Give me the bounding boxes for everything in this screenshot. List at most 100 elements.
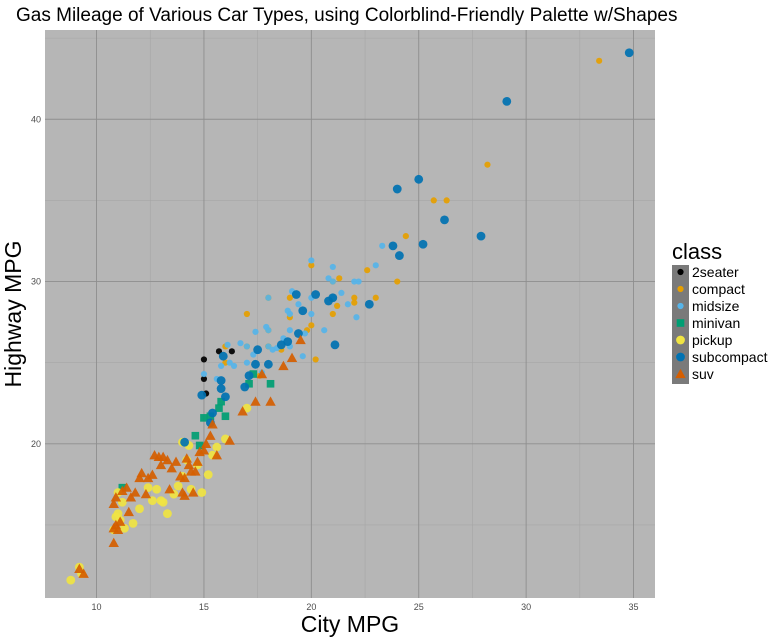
legend-item-2seater: 2seater (677, 264, 739, 280)
data-point (140, 488, 152, 499)
series-subcompact (180, 48, 634, 447)
data-point (338, 289, 345, 297)
legend-label: subcompact (692, 349, 768, 365)
data-point (163, 509, 172, 519)
data-point (372, 294, 379, 301)
data-point (191, 431, 200, 440)
data-point (152, 484, 162, 494)
x-tick-label: 20 (306, 602, 316, 612)
y-tick-label: 40 (31, 114, 41, 124)
legend-marker (676, 352, 685, 362)
data-point (226, 359, 233, 366)
legend-label: pickup (692, 332, 733, 348)
data-point (402, 233, 409, 240)
data-point (123, 506, 134, 517)
data-point (108, 537, 119, 547)
data-point (228, 348, 235, 355)
data-point (440, 215, 449, 225)
legend-label: midsize (692, 298, 740, 314)
legend-label: minivan (692, 315, 740, 331)
data-point (308, 257, 315, 264)
x-tick-label: 35 (629, 602, 639, 612)
data-point (114, 516, 126, 526)
data-point (215, 404, 223, 412)
data-point (112, 524, 124, 534)
data-point (111, 512, 121, 522)
data-point (156, 496, 166, 506)
data-point (200, 375, 208, 383)
data-point (188, 487, 199, 497)
data-point (251, 359, 260, 369)
data-point (295, 301, 302, 308)
data-point (276, 340, 286, 350)
data-point (166, 462, 177, 473)
data-point (108, 498, 119, 509)
data-point (221, 412, 230, 421)
data-point (200, 370, 208, 378)
data-point (388, 241, 398, 251)
data-point (311, 290, 321, 299)
data-point (170, 456, 182, 466)
data-point (395, 251, 404, 260)
data-point (372, 262, 379, 269)
data-point (237, 406, 248, 416)
data-point (197, 488, 207, 497)
data-point (147, 496, 157, 506)
data-point (624, 48, 634, 58)
data-point (308, 262, 315, 269)
data-point (200, 438, 212, 448)
data-point (284, 307, 291, 314)
data-point (155, 459, 167, 470)
gridlines (45, 30, 655, 598)
legend-marker (675, 368, 686, 379)
data-point (265, 396, 276, 406)
legend-label: 2seater (692, 264, 739, 280)
data-point (243, 343, 251, 350)
data-point (179, 472, 190, 483)
data-point (301, 330, 308, 337)
data-point (265, 343, 272, 350)
data-point (286, 327, 293, 334)
data-point (334, 302, 341, 309)
legend-marker (677, 302, 684, 310)
data-point (250, 396, 261, 406)
data-point (266, 379, 275, 388)
data-point (237, 340, 244, 347)
data-point (121, 482, 132, 492)
data-point (364, 299, 374, 309)
x-tick-label: 25 (414, 602, 424, 612)
legend-marker (677, 285, 684, 293)
data-point (244, 371, 254, 381)
legend-item-subcompact: subcompact (676, 349, 768, 365)
data-point (200, 414, 208, 422)
data-point (211, 449, 223, 460)
data-point (135, 504, 144, 514)
series-suv (74, 334, 306, 578)
data-point (253, 345, 263, 355)
data-point (298, 306, 308, 316)
data-point (134, 472, 145, 483)
data-point (249, 370, 258, 378)
legend-item-compact: compact (677, 281, 745, 297)
data-point (181, 453, 192, 463)
data-point (256, 368, 268, 379)
legend-item-midsize: midsize (677, 298, 740, 314)
data-point (312, 356, 319, 363)
data-point (78, 568, 89, 578)
data-point (125, 492, 137, 502)
data-point (295, 334, 306, 345)
legend-label: compact (692, 281, 745, 297)
data-point (200, 356, 208, 363)
data-point (286, 294, 293, 301)
x-tick-label: 30 (521, 602, 531, 612)
data-point (263, 359, 273, 369)
data-point (330, 340, 340, 350)
data-point (207, 419, 218, 429)
data-point (136, 467, 147, 478)
data-point (245, 379, 253, 388)
data-point (224, 341, 231, 348)
data-point (216, 384, 226, 394)
data-point (180, 437, 190, 447)
legend: class 2seatercompactmidsizeminivanpickup… (672, 239, 768, 384)
legend-marker (676, 335, 685, 345)
